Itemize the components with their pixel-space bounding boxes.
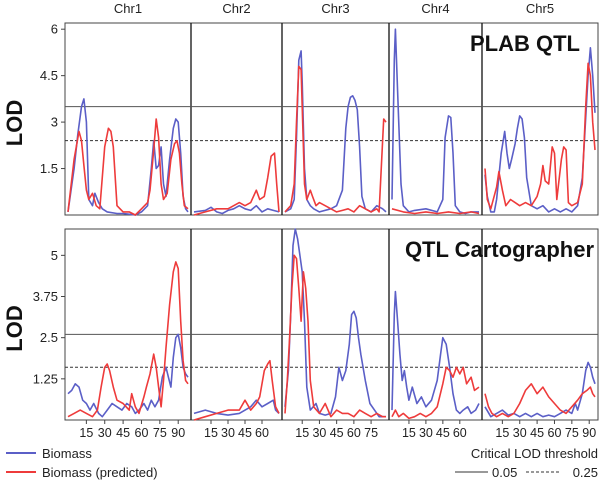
y-tick-label: 3 <box>51 115 58 130</box>
x-tick-label: 30 <box>312 426 326 440</box>
series-line-biomass-chr3 <box>284 228 386 418</box>
x-tick-label: 45 <box>530 426 544 440</box>
y-tick-label: 3.75 <box>33 289 58 304</box>
chromosome-headers: Chr1 Chr2 Chr3 Chr4 Chr5 <box>114 1 554 16</box>
chr-header-3: Chr3 <box>321 1 349 16</box>
x-tick-label: 45 <box>436 426 450 440</box>
x-tick-label: 15 <box>402 426 416 440</box>
legend-label-biomass: Biomass <box>42 446 92 461</box>
legend-label-threshold-005: 0.05 <box>492 465 517 480</box>
series-line-biomass-predicted-chr5 <box>484 62 596 210</box>
series-line-biomass-predicted-chr5 <box>484 383 596 418</box>
x-tick-label: 30 <box>221 426 235 440</box>
x-tick-label: 60 <box>347 426 361 440</box>
x-tick-label: 75 <box>565 426 579 440</box>
series-line-biomass-chr2 <box>193 399 280 416</box>
series-line-biomass-predicted-chr1 <box>67 261 189 418</box>
x-tick-label: 15 <box>204 426 218 440</box>
x-tick-label: 30 <box>98 426 112 440</box>
chr-header-4: Chr4 <box>421 1 449 16</box>
x-tick-label: 75 <box>364 426 378 440</box>
x-tick-label: 15 <box>295 426 309 440</box>
panel-frame <box>64 22 599 216</box>
series-line-biomass-chr4 <box>391 28 479 215</box>
x-tick-label: 75 <box>153 426 167 440</box>
panel-plab-qtl: 1.5 3 4.5 6 LOD PLAB QTL <box>2 22 599 216</box>
series-line-biomass-chr5 <box>484 361 596 418</box>
legend-label-biomass-predicted: Biomass (predicted) <box>42 465 158 480</box>
x-tick-label: 90 <box>582 426 596 440</box>
series-line-biomass-predicted-chr3 <box>284 254 386 418</box>
y-tick-label: 4.5 <box>40 68 58 83</box>
series-line-biomass-predicted-chr2 <box>193 359 280 421</box>
legend-label-threshold-025: 0.25 <box>573 465 598 480</box>
x-tick-label: 90 <box>171 426 185 440</box>
y-tick-label: 1.25 <box>33 371 58 386</box>
series-line-biomass-predicted-chr2 <box>193 152 280 216</box>
chr-header-5: Chr5 <box>526 1 554 16</box>
panel-title: QTL Cartographer <box>405 237 595 262</box>
panel-frame <box>64 228 599 421</box>
x-tick-label: 15 <box>495 426 509 440</box>
x-tick-label: 30 <box>419 426 433 440</box>
x-tick-label: 15 <box>79 426 93 440</box>
series-line-biomass-predicted-chr4 <box>391 366 480 420</box>
y-axis-label: LOD <box>2 100 27 146</box>
y-tick-label: 6 <box>51 22 58 37</box>
y-tick-label: 5 <box>51 248 58 263</box>
x-tick-label: 45 <box>116 426 130 440</box>
x-tick-label: 60 <box>548 426 562 440</box>
x-tick-label: 45 <box>330 426 344 440</box>
series-line-biomass-chr2 <box>193 204 280 215</box>
y-axis-label: LOD <box>2 305 27 351</box>
series-line-biomass-predicted-chr3 <box>284 65 387 213</box>
y-tick-label: 2.5 <box>40 330 58 345</box>
chr-header-1: Chr1 <box>114 1 142 16</box>
series-line-biomass-predicted-chr1 <box>67 118 189 216</box>
chr-header-2: Chr2 <box>222 1 250 16</box>
x-tick-label: 45 <box>238 426 252 440</box>
x-tick-label: 60 <box>255 426 269 440</box>
panel-title: PLAB QTL <box>470 31 580 56</box>
legend-threshold-title: Critical LOD threshold <box>471 446 598 461</box>
series-line-biomass-chr4 <box>391 290 480 415</box>
y-tick-label: 1.5 <box>40 161 58 176</box>
series-line-biomass-chr3 <box>284 50 387 213</box>
x-tick-label: 60 <box>135 426 149 440</box>
series-line-biomass-predicted-chr4 <box>391 208 480 215</box>
legend: Biomass Biomass (predicted) Critical LOD… <box>6 446 598 480</box>
x-tick-label: 30 <box>513 426 527 440</box>
x-tick-label: 60 <box>453 426 467 440</box>
panel-qtl-cartographer: 1.25 2.5 3.75 5 LOD QTL Cartographer <box>2 228 599 421</box>
x-axis: 15 30 45 60 75 90 15 30 45 60 15 30 45 60 75 15 30 45 60 15… <box>79 420 596 440</box>
series-line-biomass-chr1 <box>67 98 189 216</box>
series-line-biomass-chr1 <box>67 333 189 418</box>
